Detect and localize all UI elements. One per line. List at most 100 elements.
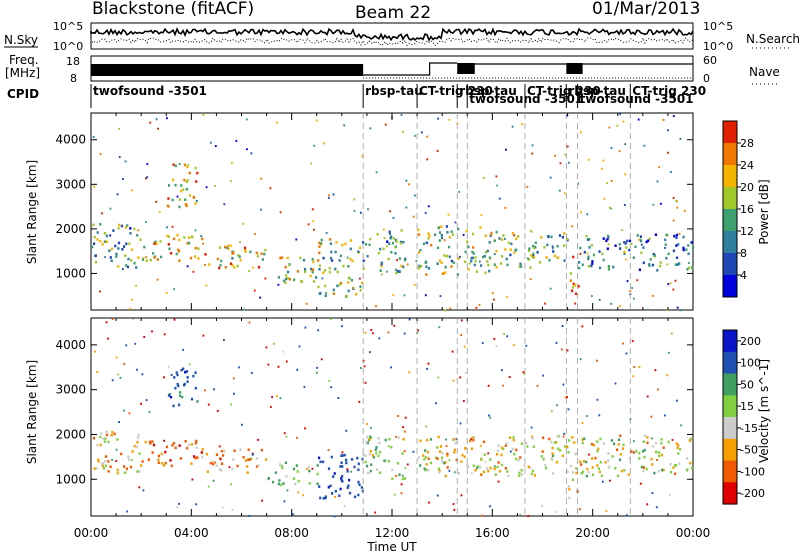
data-cell [685, 469, 688, 473]
data-cell [616, 124, 619, 127]
data-cell [529, 266, 532, 269]
data-cell [436, 494, 439, 497]
data-cell [136, 441, 139, 444]
data-cell [632, 375, 635, 378]
data-cell [311, 467, 314, 470]
data-cell [232, 251, 235, 254]
time-tick-label: 08:00 [274, 526, 309, 540]
data-cell [509, 253, 512, 257]
data-cell [298, 345, 301, 348]
data-cell [180, 368, 183, 372]
data-cell [155, 200, 158, 203]
data-cell [591, 260, 594, 263]
data-cell [387, 459, 390, 463]
data-cell [378, 441, 381, 445]
y-tick-label: 2000 [55, 222, 86, 236]
data-cell [305, 302, 308, 305]
data-cell [680, 424, 682, 427]
data-cell [656, 269, 659, 272]
data-cell [472, 435, 475, 439]
data-cell [184, 440, 187, 443]
data-cell [599, 460, 602, 464]
nsearch-label: N.Search [746, 32, 800, 46]
data-cell [393, 493, 396, 496]
data-cell [480, 213, 483, 216]
data-cell [571, 289, 574, 293]
data-cell [375, 446, 378, 449]
data-cell [558, 234, 562, 237]
data-cell [443, 254, 446, 257]
data-cell [675, 256, 679, 260]
data-cell [224, 266, 227, 269]
data-cell [107, 337, 109, 340]
data-cell [311, 257, 314, 261]
data-cell [489, 505, 491, 508]
data-cell [362, 259, 365, 263]
data-cell [337, 397, 340, 399]
data-cell [237, 254, 240, 257]
data-cell [370, 329, 373, 331]
data-cell [362, 241, 365, 244]
nsky-series [90, 27, 694, 42]
data-cell [450, 259, 453, 263]
colorbar-tick-label: 50 [740, 378, 754, 391]
data-cell [378, 337, 381, 340]
data-cell [281, 256, 284, 259]
data-cell [346, 468, 349, 471]
data-cell [227, 247, 230, 251]
data-cell [667, 440, 670, 444]
data-cell [102, 437, 105, 440]
data-cell [511, 447, 515, 451]
data-cell [125, 264, 128, 267]
data-cell [633, 451, 635, 454]
data-cell [654, 369, 657, 372]
data-cell [357, 480, 360, 484]
data-cell [332, 292, 335, 295]
data-cell [283, 432, 286, 435]
data-cell [565, 445, 569, 449]
data-cell [479, 466, 482, 469]
data-cell [441, 272, 444, 275]
colorbar-swatch [723, 460, 737, 483]
data-cell [667, 129, 669, 132]
data-cell [341, 451, 344, 454]
data-cell [509, 436, 512, 439]
colorbar-swatch [723, 121, 737, 144]
data-cell [238, 366, 240, 369]
data-cell [643, 455, 646, 459]
data-cell [285, 274, 288, 277]
data-cell [596, 440, 599, 443]
data-cell [246, 465, 249, 468]
data-cell [99, 443, 102, 447]
data-cell [502, 234, 505, 237]
data-cell [143, 336, 146, 338]
data-cell [631, 340, 634, 343]
data-cell [610, 302, 613, 305]
data-cell [136, 234, 139, 237]
data-cell [459, 422, 462, 425]
data-cell [408, 318, 411, 321]
data-cell [306, 467, 308, 470]
data-cell [687, 252, 690, 256]
data-cell [523, 445, 526, 448]
data-cell [472, 246, 475, 249]
data-cell [483, 254, 486, 258]
data-cell [357, 250, 360, 253]
data-cell [283, 279, 286, 283]
nsky-panel [90, 22, 694, 50]
data-cell [598, 414, 601, 417]
data-cell [472, 232, 475, 236]
data-cell [403, 477, 406, 480]
data-cell [267, 363, 270, 366]
data-cell [436, 457, 439, 460]
data-cell [325, 231, 328, 234]
data-cell [438, 231, 441, 234]
data-cell [536, 251, 539, 254]
data-cell [93, 185, 96, 188]
data-cell [517, 458, 520, 462]
data-cell [652, 203, 655, 206]
data-cell [389, 232, 391, 235]
data-cell [173, 288, 175, 291]
data-cell [446, 452, 449, 456]
data-cell [646, 395, 649, 398]
